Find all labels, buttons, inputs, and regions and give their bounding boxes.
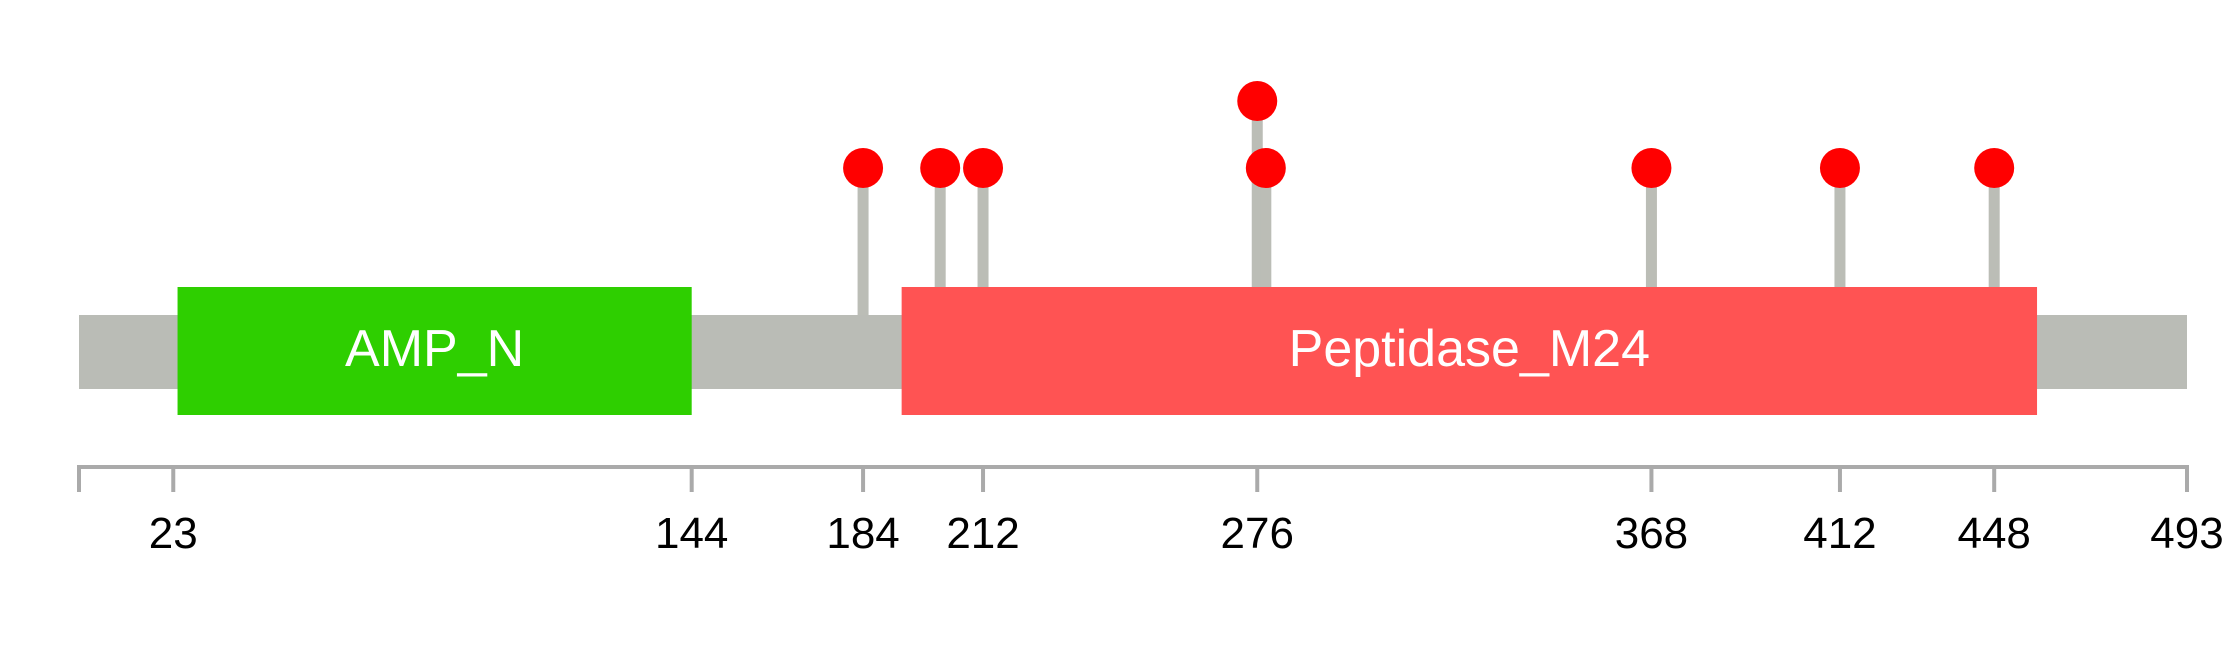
axis-tick [689,465,694,492]
axis-tick-label: 23 [149,509,198,558]
mutation-stem [1645,168,1657,320]
axis-tick-label: 212 [946,509,1019,558]
domain-label: Peptidase_M24 [1289,320,1650,378]
axis-tick-label: 412 [1803,509,1876,558]
mutation-marker-368[interactable] [1631,148,1672,188]
mutation-marker-212[interactable] [963,148,1004,188]
mutation-stem [934,168,946,320]
axis-tick [1992,465,1997,492]
axis-tick-label: 276 [1221,509,1294,558]
axis-line [79,465,2187,469]
axis-tick [2185,465,2189,492]
position-axis: 23 144 184 212 276 368 412 448 493 [77,465,2224,558]
domains: AMP_N Peptidase_M24 [177,287,2038,415]
axis-tick-label: 144 [655,509,728,558]
mutation-stem [977,168,989,320]
axis-tick [861,465,866,492]
mutation-heads [843,81,2015,188]
domain-label: AMP_N [345,320,524,378]
axis-tick-label: 448 [1957,509,2030,558]
axis-tick [171,465,176,492]
axis-tick [981,465,986,492]
mutation-stem [1260,168,1272,320]
domain-peptidase-m24[interactable] [901,287,2038,415]
axis-tick-label: 368 [1615,509,1688,558]
axis-tick [77,465,81,492]
axis-tick [1255,465,1260,492]
mutation-stem [1834,168,1846,320]
mutation-marker-184[interactable] [843,148,884,188]
mutation-marker-448[interactable] [1974,148,2015,188]
mutation-marker-412[interactable] [1819,148,1860,188]
axis-tick-label: 493 [2150,509,2223,558]
axis-tick [1837,465,1842,492]
axis-tick [1649,465,1654,492]
mutation-stem [1251,101,1263,320]
mutation-stems [857,101,2000,320]
mutation-marker-202[interactable] [920,148,961,188]
mutation-stem [857,168,869,320]
mutation-marker-278[interactable] [1245,148,1286,188]
axis-tick-label: 184 [826,509,899,558]
mutation-stem [1988,168,2000,320]
mutation-marker-276[interactable] [1237,81,1278,121]
domain-amp-n[interactable] [177,287,692,415]
